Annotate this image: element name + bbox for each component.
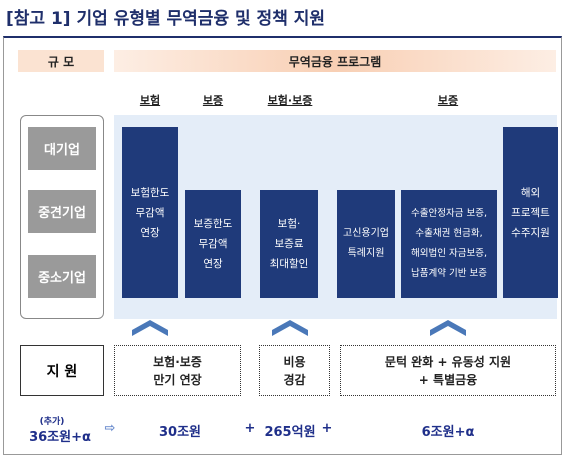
text-line: + 특별금융 xyxy=(418,372,478,387)
text-line: 연장 xyxy=(203,258,223,270)
text-line: 연장 xyxy=(140,226,160,239)
total: 265억원 xyxy=(264,425,316,440)
text-line: 무감액 xyxy=(135,206,165,219)
category: 보험·보증 xyxy=(267,94,313,107)
text-line: 문턱 완화 + 유동성 지원 xyxy=(384,354,512,369)
frame xyxy=(3,36,562,455)
support-item: 문턱 완화 + 유동성 지원 + 특별금융 xyxy=(340,345,556,396)
plus: + xyxy=(244,421,256,436)
text-line: 보증한도 xyxy=(193,218,233,230)
total: 36조원+α xyxy=(29,430,91,445)
category: 보증 xyxy=(202,94,224,107)
text-line: 수출안정자금 보증, xyxy=(411,208,487,219)
text-line: 보험· xyxy=(277,218,301,230)
text-line: 보증료 xyxy=(274,238,304,250)
total: 30조원 xyxy=(158,425,202,440)
text-line: 비용 xyxy=(283,354,306,369)
text-line: 수주지원 xyxy=(511,226,550,239)
text-line: 특례지원 xyxy=(347,248,385,259)
text-line: 수출채권 현금화, xyxy=(415,228,483,239)
text-line: 무감액 xyxy=(198,238,228,250)
program: 수출안정자금 보증, 수출채권 현금화, 해외법인 자금보증, 납품계약 기반 보증 xyxy=(401,190,497,298)
category: 보증 xyxy=(437,94,459,107)
support-label: 지 원 xyxy=(20,345,104,396)
text-line: 해외 xyxy=(520,186,541,199)
company-size: 중견기업 xyxy=(28,190,96,233)
size-column xyxy=(20,115,104,319)
programs-header: 무역금융 프로그램 xyxy=(114,50,556,72)
total: 6조원+α xyxy=(421,425,475,440)
plus: + xyxy=(321,421,333,436)
text-line: 만기 연장 xyxy=(153,372,202,387)
company-size: 중소기업 xyxy=(28,255,96,298)
text-line: 해외법인 자금보증, xyxy=(411,248,487,259)
title: [참고 1] 기업 유형별 무역금융 및 정책 지원 xyxy=(6,9,326,29)
text-line: 납품계약 기반 보증 xyxy=(411,268,487,279)
text-line: 보험한도 xyxy=(130,186,170,199)
category: 보험 xyxy=(139,94,161,107)
text-line: 프로젝트 xyxy=(511,206,550,219)
scale-header: 규 모 xyxy=(18,50,104,72)
text-line: 최대할인 xyxy=(269,258,309,270)
total-note: (추가) xyxy=(39,417,65,427)
company-size: 대기업 xyxy=(28,127,96,170)
text-line: 고신용기업 xyxy=(343,228,389,239)
arrow: ⇨ xyxy=(104,421,116,436)
text-line: 경감 xyxy=(283,372,306,387)
text-line: 보험·보증 xyxy=(153,354,202,369)
